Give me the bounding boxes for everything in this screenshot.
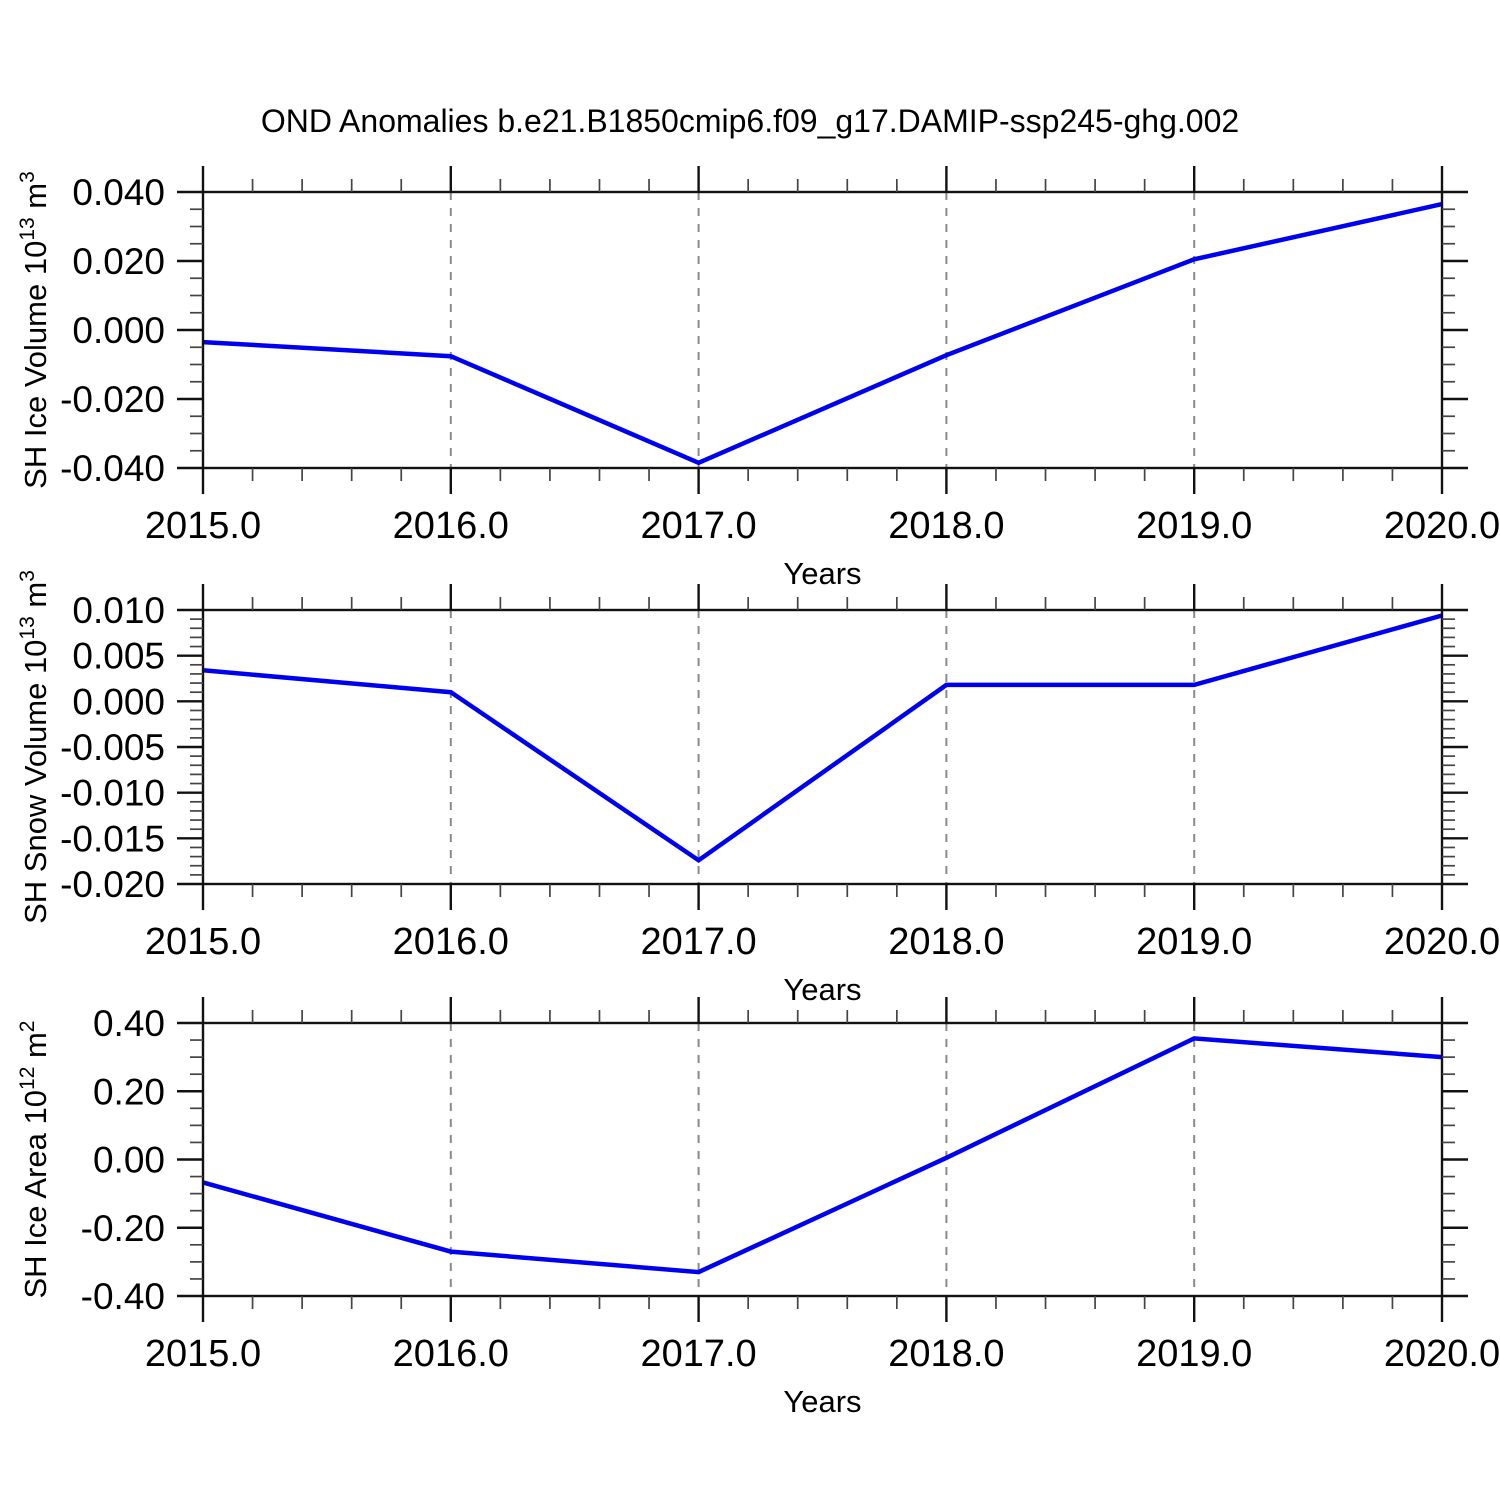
x-tick-label: 2019.0	[1136, 921, 1252, 963]
x-tick-label: 2018.0	[888, 1333, 1004, 1375]
x-tick-label: 2017.0	[640, 505, 756, 547]
y-tick-label: 0.010	[72, 590, 165, 631]
data-line-sh-ice-volume	[202, 201, 1443, 466]
data-line-sh-ice-area	[202, 1036, 1443, 1275]
x-tick-label: 2017.0	[640, 1333, 756, 1375]
x-tick-label: 2015.0	[145, 1333, 261, 1375]
y-tick-label: 0.020	[72, 241, 165, 282]
x-axis-title: Years	[783, 972, 861, 1007]
x-tick-label: 2019.0	[1136, 505, 1252, 547]
x-axis-title: Years	[783, 556, 861, 591]
y-axis-title: SH Ice Volume 1013 m3	[16, 171, 53, 489]
plot-title: OND Anomalies b.e21.B1850cmip6.f09_g17.D…	[260, 103, 1240, 139]
plot-border	[201, 608, 1444, 886]
y-tick-label: -0.20	[81, 1208, 165, 1249]
x-tick-label: 2020.0	[1384, 1333, 1500, 1375]
x-tick-label: 2015.0	[145, 505, 261, 547]
y-tick-label: 0.040	[72, 172, 165, 213]
panel-sh-ice-area: 0.40 0.20 0.00 -0.20 -0.40 2015.0 2016.0 2017.0…	[16, 997, 1500, 1419]
x-tick-label: 2018.0	[888, 921, 1004, 963]
y-tick-label: -0.40	[81, 1276, 165, 1317]
y-tick-label: -0.015	[60, 818, 165, 859]
data-line-sh-snow-volume	[202, 613, 1443, 864]
y-tick-label: -0.020	[60, 379, 165, 420]
y-tick-label: 0.000	[72, 310, 165, 351]
x-tick-label: 2017.0	[640, 921, 756, 963]
y-tick-label: -0.020	[60, 864, 165, 905]
y-tick-label: 0.40	[93, 1003, 165, 1044]
plot-border	[201, 1021, 1444, 1298]
x-tick-label: 2019.0	[1136, 1333, 1252, 1375]
x-tick-label: 2018.0	[888, 505, 1004, 547]
y-tick-label: 0.000	[72, 681, 165, 722]
y-tick-label: 0.005	[72, 636, 165, 677]
y-tick-label: 0.00	[93, 1140, 165, 1181]
x-tick-label: 2016.0	[393, 1333, 509, 1375]
y-tick-label: 0.20	[93, 1071, 165, 1112]
x-tick-label: 2016.0	[393, 505, 509, 547]
x-axis-title: Years	[783, 1384, 861, 1419]
x-tick-label: 2016.0	[393, 921, 509, 963]
y-tick-label: -0.040	[60, 448, 165, 489]
y-tick-label: -0.010	[60, 773, 165, 814]
plot-border	[201, 190, 1444, 470]
y-axis-title: SH Ice Area 1012 m2	[16, 1021, 53, 1299]
y-axis-title: SH Snow Volume 1013 m3	[16, 570, 53, 924]
y-tick-label: -0.005	[60, 727, 165, 768]
x-tick-label: 2015.0	[145, 921, 261, 963]
x-tick-label: 2020.0	[1384, 505, 1500, 547]
panel-sh-ice-volume: 0.040 0.020 0.000 -0.020 -0.040 2015.0 2016.0 2…	[16, 166, 1500, 591]
x-tick-label: 2020.0	[1384, 921, 1500, 963]
